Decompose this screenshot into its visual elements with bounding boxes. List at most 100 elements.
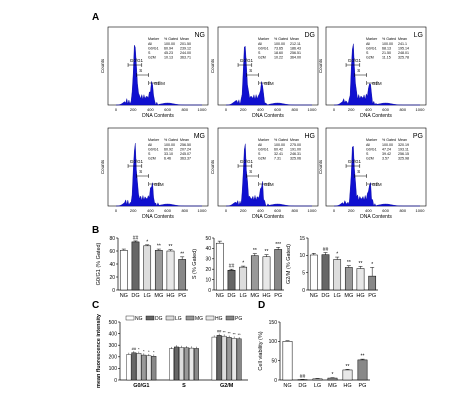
- significance-mark: *: [146, 239, 148, 245]
- y-tick-label: 20: [205, 267, 211, 273]
- y-tick-label: 10: [299, 253, 305, 259]
- gate-label-g2m: G2M: [372, 182, 382, 187]
- histogram-xlabel: DNA Contents: [360, 214, 392, 220]
- y-tick-label: 60: [109, 249, 115, 255]
- significance-mark: **: [233, 332, 237, 337]
- panel-label-c: C: [92, 300, 99, 311]
- x-tick-label: G2/M: [220, 383, 234, 389]
- histogram-tick-label: 400: [147, 107, 154, 112]
- x-tick-label: NG: [120, 293, 128, 299]
- marker-table-cell: 7.31: [274, 157, 281, 161]
- histogram-tick-label: 600: [382, 107, 389, 112]
- x-tick-label: DG: [298, 383, 306, 389]
- histogram-tick-label: 0: [333, 208, 336, 213]
- bar-lg: [312, 378, 323, 381]
- marker-table-cell: S: [366, 152, 369, 156]
- legend-swatch-hg: [205, 315, 215, 321]
- histogram-distribution: [116, 45, 202, 106]
- marker-table-cell: G2M: [148, 56, 156, 60]
- y-tick-label: 500: [109, 320, 118, 326]
- histogram-tick-label: 400: [365, 208, 372, 213]
- histogram-distribution: [334, 43, 420, 106]
- x-tick-label: PG: [368, 293, 376, 299]
- y-axis-label: G0/G1 (% Gated): [96, 242, 102, 285]
- marker-table-cell: 325.06: [290, 157, 301, 161]
- bar-hg: [231, 338, 237, 381]
- histogram-tick-label: 800: [181, 107, 188, 112]
- histogram-tick-label: 0: [333, 107, 336, 112]
- marker-table-cell: S: [258, 152, 261, 156]
- histogram-tick-label: 1000: [308, 107, 318, 112]
- gate-label-g2m: G2M: [264, 81, 274, 86]
- significance-mark: **: [253, 248, 257, 254]
- marker-table-cell: All: [148, 143, 152, 147]
- marker-table-cell: 201.50: [180, 42, 191, 46]
- x-tick-label: HG: [166, 293, 174, 299]
- significance-mark: **: [347, 260, 351, 266]
- marker-table-cell: 256.50: [180, 143, 191, 147]
- histogram-tick-label: 800: [291, 208, 298, 213]
- bar-mg: [154, 250, 163, 291]
- y-tick-label: 150: [269, 320, 278, 326]
- histogram-distribution: [226, 45, 312, 106]
- marker-table-cell: 325.98: [398, 157, 409, 161]
- panel-label-b: B: [92, 225, 99, 236]
- marker-table-cell: 246.31: [290, 152, 301, 156]
- y-tick-label: 0: [112, 288, 115, 294]
- marker-table-cell: All: [258, 143, 262, 147]
- bar-hg: [342, 369, 353, 381]
- marker-table-cell: G2M: [366, 157, 374, 161]
- x-tick-label: MG: [344, 293, 353, 299]
- histogram-tick-label: 0: [225, 208, 228, 213]
- y-tick-label: 200: [109, 355, 118, 361]
- marker-table-cell: 3.57: [382, 157, 389, 161]
- marker-table-header: Mean: [398, 138, 407, 142]
- y-tick-label: 15: [299, 236, 305, 242]
- y-tick-label: 50: [271, 358, 277, 364]
- bar-mg: [327, 377, 338, 381]
- marker-table-header: % Gated: [274, 37, 288, 41]
- significance-mark: ##: [132, 346, 137, 351]
- marker-table-cell: G2M: [148, 157, 156, 161]
- histogram-tick-label: 400: [365, 107, 372, 112]
- significance-mark: *: [153, 349, 155, 354]
- x-tick-label: LG: [333, 293, 340, 299]
- marker-table-header: Marker: [366, 138, 378, 142]
- legend-label-lg: LG: [175, 316, 182, 322]
- gate-label-g2m: G2/M: [154, 81, 165, 86]
- marker-table-cell: G2M: [258, 157, 266, 161]
- y-tick-label: 20: [109, 275, 115, 281]
- significance-mark: *: [242, 261, 244, 267]
- marker-table-cell: 241.1: [398, 42, 407, 46]
- chart-g0g1: 0 20 40 60 80 G0/G1 (% Gated) NG ## DG * LG ** MG ** H…: [96, 235, 188, 299]
- y-axis-label: mean fluorescence intensity: [96, 313, 102, 388]
- histogram-tick-label: 1000: [416, 208, 426, 213]
- histogram-tick-label: 200: [130, 208, 137, 213]
- chart-viability: 0 50 100 150 Cell viability (%) NG ## DG LG * MG **…: [258, 320, 370, 389]
- marker-table-cell: 363.71: [180, 56, 191, 60]
- marker-table-cell: 10.13: [164, 56, 173, 60]
- marker-table-cell: 239.12: [180, 47, 191, 51]
- gate-label-g0g1: G0/G1: [348, 58, 362, 63]
- marker-table-cell: 10.22: [274, 56, 283, 60]
- x-tick-label: PG: [359, 383, 367, 389]
- marker-table-header: Mean: [398, 37, 407, 41]
- marker-table-cell: 60.92: [164, 148, 173, 152]
- gate-label-s: S: [357, 68, 360, 73]
- legend-label-dg: DG: [155, 316, 163, 322]
- bar-lg: [333, 259, 342, 291]
- legend-label-hg: HG: [215, 316, 223, 322]
- marker-table-cell: 47.24: [382, 148, 391, 152]
- y-tick-label: 0: [208, 288, 211, 294]
- bar-lg: [136, 353, 142, 381]
- significance-mark: **: [228, 331, 232, 336]
- y-tick-label: 50: [205, 236, 211, 242]
- significance-mark: ##: [300, 374, 306, 380]
- significance-mark: **: [223, 329, 227, 334]
- bar-mg: [184, 347, 189, 381]
- marker-table-cell: 100.00: [164, 143, 175, 147]
- marker-table-cell: All: [258, 42, 262, 46]
- marker-table-header: % Gated: [274, 138, 288, 142]
- gate-label-s: S: [357, 169, 360, 174]
